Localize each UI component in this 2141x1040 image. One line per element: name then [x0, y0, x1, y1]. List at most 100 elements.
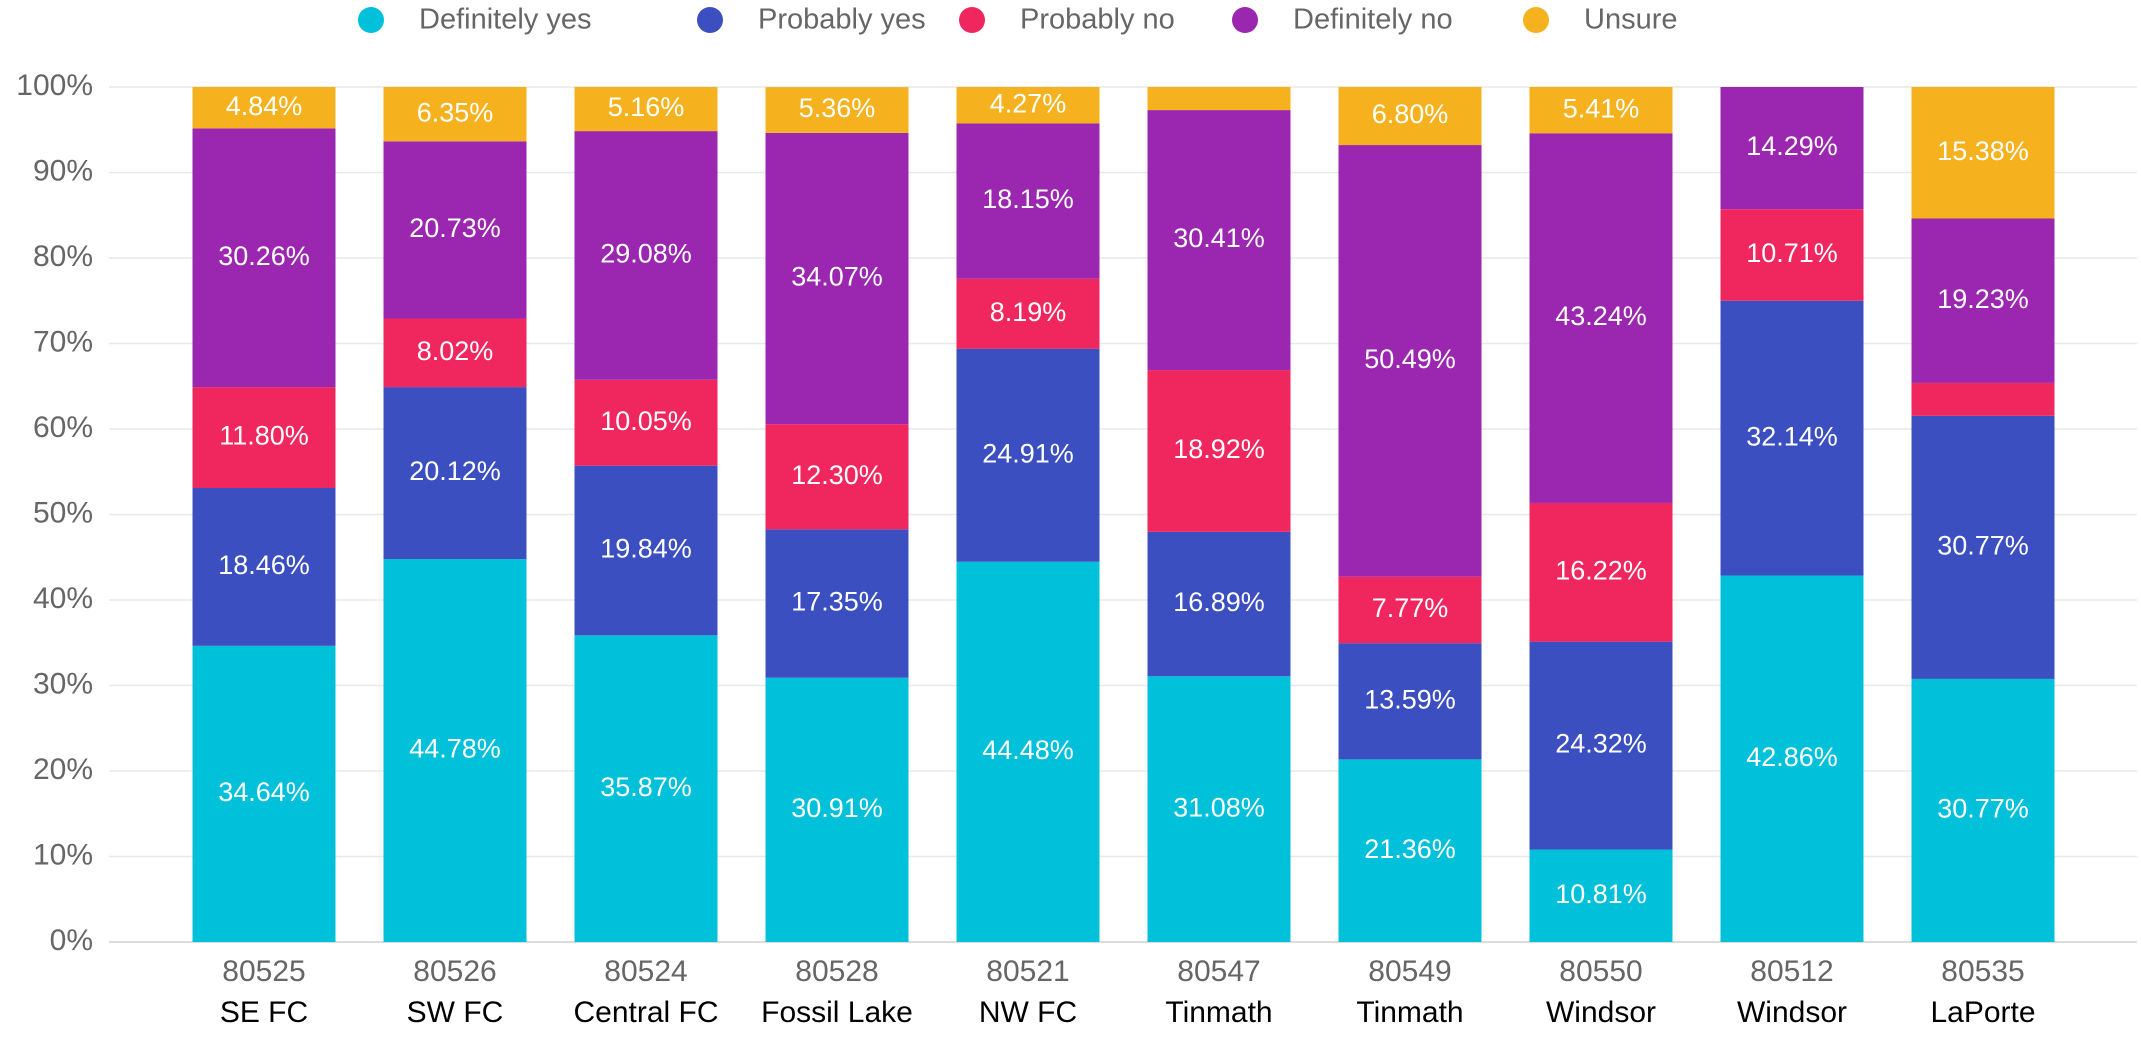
data-label: 19.23%: [1937, 284, 2029, 314]
x-tick-label: 80521: [986, 955, 1069, 988]
bar-segment: [192, 128, 336, 388]
x-group-label: SW FC: [407, 996, 504, 1029]
bar-segment: [956, 561, 1100, 942]
data-label: 5.16%: [608, 92, 685, 122]
x-tick-label: 80550: [1559, 955, 1642, 988]
data-label: 4.84%: [226, 91, 303, 121]
bar-segment: [765, 132, 909, 425]
legend-marker: [1232, 7, 1258, 33]
data-label: 31.08%: [1173, 792, 1265, 822]
data-label: 30.26%: [218, 241, 310, 271]
data-label: 24.91%: [982, 438, 1074, 468]
data-label: 42.86%: [1746, 742, 1838, 772]
y-tick-label: 10%: [33, 838, 93, 871]
legend-label: Probably yes: [758, 4, 926, 36]
x-tick-label: 80512: [1750, 955, 1833, 988]
bar-segment: [956, 87, 1100, 124]
bar-segment: [956, 348, 1100, 562]
data-label: 44.78%: [409, 734, 501, 764]
bar-segment: [1338, 643, 1482, 760]
data-label: 18.92%: [1173, 434, 1265, 464]
data-label: 43.24%: [1555, 301, 1647, 331]
y-tick-label: 90%: [33, 154, 93, 187]
bar-segment: [192, 387, 336, 488]
x-group-label: Central FC: [573, 996, 718, 1029]
x-group-label: LaPorte: [1930, 996, 2035, 1029]
y-tick-label: 80%: [33, 240, 93, 273]
bar-segment: [1147, 110, 1291, 371]
bar-segment: [1338, 145, 1482, 577]
y-tick-label: 100%: [16, 69, 93, 102]
bar-segment: [574, 131, 718, 380]
x-group-label: Tinmath: [1165, 996, 1272, 1029]
bar-segment: [1147, 531, 1291, 677]
y-tick-label: 20%: [33, 753, 93, 786]
data-label: 30.77%: [1937, 794, 2029, 824]
bar-segment: [1720, 87, 1864, 210]
data-label: 19.84%: [600, 534, 692, 564]
data-label: 16.22%: [1555, 555, 1647, 585]
bar-segment: [956, 278, 1100, 349]
y-tick-label: 0%: [50, 924, 93, 957]
data-label: 30.91%: [791, 793, 883, 823]
y-tick-label: 50%: [33, 496, 93, 529]
bar-segment: [383, 87, 527, 142]
data-label: 17.35%: [791, 587, 883, 617]
data-label: 8.02%: [417, 336, 494, 366]
x-tick-label: 80525: [222, 955, 305, 988]
bar-segment: [574, 465, 718, 636]
data-label: 20.73%: [409, 213, 501, 243]
x-tick-label: 80547: [1177, 955, 1260, 988]
data-label: 11.80%: [219, 421, 309, 451]
bar-segment: [1338, 576, 1482, 644]
bar-segment: [383, 141, 527, 319]
data-label: 29.08%: [600, 239, 692, 269]
legend-label: Definitely yes: [419, 4, 591, 36]
bar-segment: [1147, 370, 1291, 532]
x-group-label: SE FC: [220, 996, 308, 1029]
bar-segment: [1529, 87, 1673, 134]
y-tick-label: 30%: [33, 667, 93, 700]
bar-segment: [383, 559, 527, 942]
x-group-label: Windsor: [1546, 996, 1656, 1029]
bar-segment: [1911, 415, 2055, 679]
bar-segment: [1338, 759, 1482, 942]
bar-segment: [574, 379, 718, 466]
legend-label: Definitely no: [1293, 4, 1453, 36]
bar-segment: [383, 387, 527, 560]
data-label: 14.29%: [1746, 131, 1838, 161]
bar-segment: [1720, 575, 1864, 942]
bar-segment: [1338, 86, 1482, 146]
x-group-label: NW FC: [979, 996, 1077, 1029]
data-label: 44.48%: [982, 735, 1074, 765]
bar-segment: [1147, 87, 1291, 111]
x-tick-label: 80549: [1368, 955, 1451, 988]
y-tick-label: 40%: [33, 582, 93, 615]
x-group-label: Windsor: [1737, 996, 1847, 1029]
data-label: 24.32%: [1555, 729, 1647, 759]
bar-segment: [192, 645, 336, 942]
legend-marker: [959, 7, 985, 33]
x-tick-label: 80535: [1941, 955, 2024, 988]
data-label: 5.36%: [799, 93, 876, 123]
data-label: 34.64%: [218, 777, 310, 807]
data-label: 18.46%: [218, 550, 310, 580]
data-label: 18.15%: [982, 184, 1074, 214]
data-label: 13.59%: [1364, 684, 1456, 714]
data-label: 6.80%: [1372, 99, 1449, 129]
data-label: 6.35%: [417, 97, 494, 127]
bar-segment: [574, 635, 718, 942]
bar-segment: [192, 487, 336, 646]
data-label: 7.77%: [1372, 593, 1449, 623]
legend-marker: [697, 7, 723, 33]
data-label: 15.38%: [1937, 136, 2029, 166]
y-tick-label: 60%: [33, 411, 93, 444]
bar-segment: [1529, 502, 1673, 642]
data-label: 30.41%: [1173, 223, 1265, 253]
bar-segment: [1720, 209, 1864, 301]
x-group-label: Fossil Lake: [761, 996, 913, 1029]
legend-marker: [1523, 7, 1549, 33]
bar-segment: [1147, 676, 1291, 942]
bar-segment: [765, 424, 909, 530]
data-label: 5.41%: [1563, 93, 1640, 123]
